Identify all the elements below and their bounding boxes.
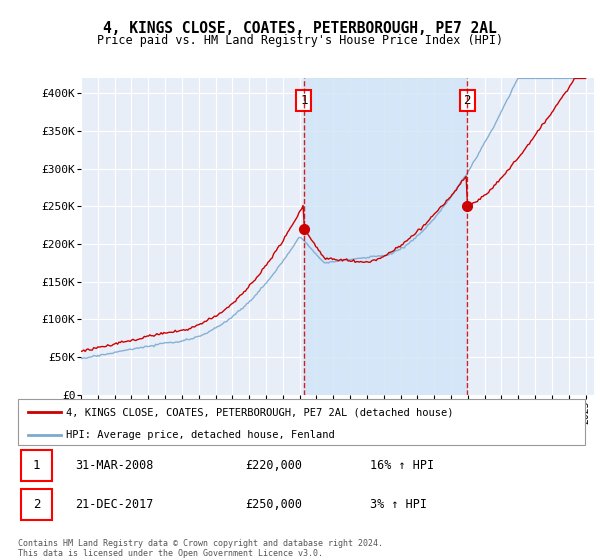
Text: 4, KINGS CLOSE, COATES, PETERBOROUGH, PE7 2AL (detached house): 4, KINGS CLOSE, COATES, PETERBOROUGH, PE… — [66, 407, 454, 417]
Text: HPI: Average price, detached house, Fenland: HPI: Average price, detached house, Fenl… — [66, 430, 335, 440]
Text: 4, KINGS CLOSE, COATES, PETERBOROUGH, PE7 2AL: 4, KINGS CLOSE, COATES, PETERBOROUGH, PE… — [103, 21, 497, 36]
Text: £220,000: £220,000 — [245, 459, 302, 473]
Text: 31-MAR-2008: 31-MAR-2008 — [75, 459, 153, 473]
Text: 2: 2 — [464, 94, 471, 107]
Text: 21-DEC-2017: 21-DEC-2017 — [75, 498, 153, 511]
Bar — [304, 78, 467, 395]
Text: 1: 1 — [32, 459, 40, 473]
FancyBboxPatch shape — [21, 450, 52, 481]
Text: Contains HM Land Registry data © Crown copyright and database right 2024.
This d: Contains HM Land Registry data © Crown c… — [18, 539, 383, 558]
Text: Price paid vs. HM Land Registry's House Price Index (HPI): Price paid vs. HM Land Registry's House … — [97, 34, 503, 46]
Text: £250,000: £250,000 — [245, 498, 302, 511]
Text: 1: 1 — [300, 94, 308, 107]
Text: 16% ↑ HPI: 16% ↑ HPI — [370, 459, 434, 473]
FancyBboxPatch shape — [21, 489, 52, 520]
Text: 2: 2 — [32, 498, 40, 511]
FancyBboxPatch shape — [18, 399, 585, 445]
Text: 3% ↑ HPI: 3% ↑ HPI — [370, 498, 427, 511]
